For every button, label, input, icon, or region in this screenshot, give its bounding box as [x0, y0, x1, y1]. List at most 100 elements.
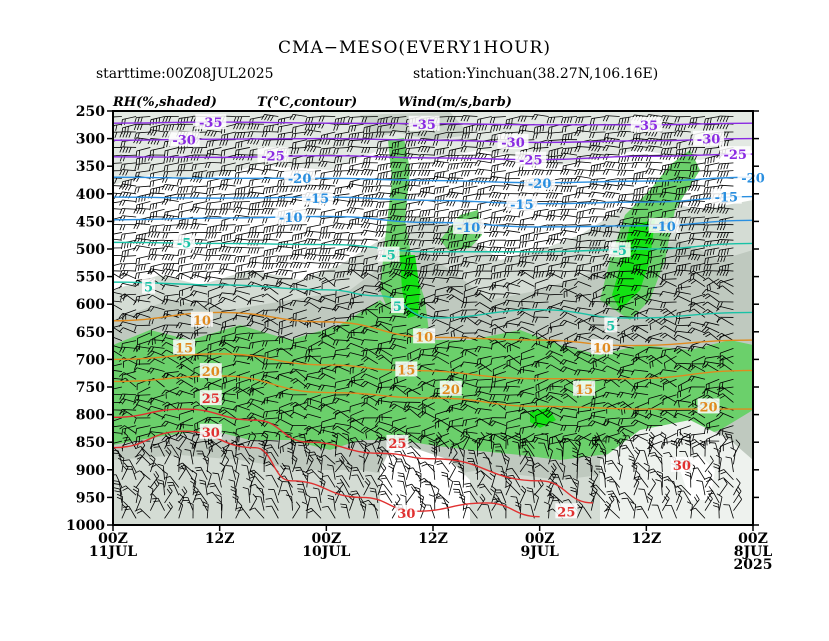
wind-barb — [702, 123, 720, 131]
y-tick-label: 650 — [76, 325, 105, 341]
wind-barb — [133, 123, 151, 131]
wind-barb — [717, 170, 734, 178]
wind-barb — [176, 193, 194, 200]
wind-barb — [162, 116, 179, 123]
wind-barb — [703, 147, 720, 155]
contour-label: 10 — [593, 341, 611, 356]
wind-barb — [219, 208, 236, 215]
contour-label: -25 — [723, 148, 747, 163]
wind-barb — [360, 169, 378, 176]
wind-barb — [120, 162, 137, 171]
wind-barb — [375, 192, 393, 199]
station-label: station:Yinchuan(38.27N,106.16E) — [413, 66, 659, 82]
wind-barb — [332, 199, 350, 206]
wind-barb — [675, 185, 691, 195]
contour-label: 25 — [557, 505, 575, 520]
x-tick-label: 2025 — [734, 557, 773, 573]
wind-barb — [176, 123, 194, 131]
wind-barb — [234, 139, 250, 149]
wind-barb — [460, 146, 478, 153]
contour-label: -20 — [528, 177, 552, 192]
wind-barb — [134, 185, 151, 193]
wind-barb — [602, 168, 620, 176]
wind-barb — [261, 168, 279, 176]
wind-barb — [348, 123, 364, 133]
wind-barb — [517, 169, 535, 177]
wind-barb — [475, 193, 492, 201]
y-tick-label: 550 — [76, 270, 105, 286]
wind-barb — [617, 193, 634, 201]
wind-barb — [390, 170, 407, 179]
contour-label: -35 — [635, 119, 659, 134]
wind-barb — [673, 130, 691, 137]
wind-barb — [333, 170, 350, 177]
wind-barb — [674, 162, 691, 169]
y-tick-label: 350 — [76, 159, 105, 175]
wind-barb — [318, 115, 336, 122]
wind-barb — [633, 185, 649, 196]
wind-barb — [589, 116, 606, 125]
wind-barb — [262, 185, 279, 195]
wind-barb — [602, 145, 620, 152]
wind-barb — [118, 183, 137, 191]
contour-label: 20 — [700, 400, 718, 415]
wind-barb — [205, 139, 222, 148]
y-tick-label: 700 — [76, 352, 105, 368]
chart-title: CMA−MESO(EVERY1HOUR) — [278, 38, 551, 58]
wind-barb — [219, 169, 236, 177]
wind-barb — [333, 162, 350, 171]
wind-barb — [602, 183, 620, 191]
wind-barb — [617, 169, 634, 176]
contour-label: -30 — [697, 133, 721, 148]
wind-barb — [688, 184, 706, 192]
y-tick-label: 450 — [76, 214, 105, 230]
wind-barb — [347, 116, 364, 124]
y-tick-label: 950 — [76, 490, 105, 506]
wind-barb — [574, 169, 592, 176]
wind-barb — [164, 147, 179, 157]
wind-barb — [548, 147, 563, 157]
contour-label: 5 — [606, 319, 615, 334]
wind-barb — [318, 160, 336, 168]
wind-barb — [448, 147, 464, 157]
wind-barb — [303, 145, 322, 153]
wind-barb — [119, 208, 137, 215]
y-tick-label: 600 — [76, 297, 105, 313]
wind-barb — [147, 129, 165, 137]
contour-label: 5 — [393, 300, 402, 315]
wind-barb — [304, 162, 322, 169]
wind-barb — [533, 123, 549, 134]
wind-barb — [559, 152, 578, 159]
wind-barb — [716, 115, 734, 123]
wind-barb — [589, 131, 606, 139]
wind-barb — [148, 154, 165, 161]
wind-barb — [447, 162, 464, 171]
wind-barb — [113, 147, 122, 148]
wind-barb — [617, 162, 634, 170]
wind-barb — [346, 145, 364, 153]
wind-barb — [246, 167, 265, 175]
wind-barb — [618, 147, 634, 156]
wind-barb — [121, 177, 137, 188]
contour-label: -15 — [510, 198, 534, 213]
wind-barb — [574, 130, 592, 137]
wind-barb — [205, 201, 222, 210]
wind-barb — [488, 199, 506, 207]
wind-barb — [262, 123, 279, 133]
wind-barb — [389, 161, 407, 169]
contour-label: -15 — [715, 191, 739, 206]
wind-barb — [575, 154, 592, 163]
wind-barb — [704, 154, 720, 165]
wind-barb — [361, 146, 378, 154]
wind-barb — [389, 130, 407, 137]
wind-barb — [560, 177, 578, 185]
wind-barb — [176, 170, 194, 177]
rh-95-core-2 — [612, 220, 655, 310]
x-tick-label: 10JUL — [302, 544, 350, 560]
wind-barb — [588, 191, 606, 198]
wind-barb — [375, 131, 393, 138]
wind-barb — [333, 147, 350, 155]
wind-barb — [113, 201, 122, 204]
